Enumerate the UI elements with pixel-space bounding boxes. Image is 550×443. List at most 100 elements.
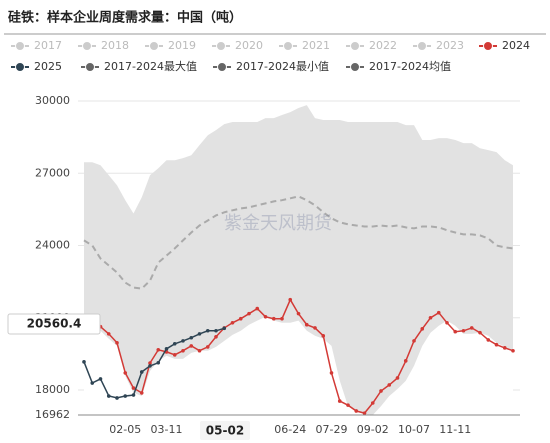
point [478,330,482,335]
point [461,328,466,333]
point [420,327,425,331]
point [156,360,161,365]
point [98,377,103,381]
legend-item[interactable]: 2017-2024最大值 [81,59,197,73]
point [346,403,350,407]
legend-symbol [149,41,159,51]
x-tick-label: 10-07 [398,423,430,436]
point [387,383,392,387]
legend-label: 2017-2024最大值 [104,59,197,73]
chart-title: 硅铁：样本企业周度需求量：中国（吨） [8,10,242,26]
point [379,389,383,393]
point [82,360,86,364]
point [288,297,293,302]
legend-symbol [283,41,293,51]
legend-symbol [350,41,360,51]
point [511,348,515,353]
point [263,314,268,319]
point [139,391,144,395]
legend-item[interactable]: 2021 [279,39,330,52]
legend-item[interactable]: 2018 [78,39,129,52]
point [106,332,111,336]
point [197,348,202,353]
point [205,328,210,333]
x-tick-label: 09-02 [357,423,389,436]
point [139,370,144,374]
legend-symbol [350,62,360,72]
point [181,348,185,353]
point [296,311,301,316]
point [148,364,152,368]
point [205,345,210,349]
area [84,316,513,415]
point [502,346,507,350]
legend-symbol [15,62,25,72]
point [255,306,260,311]
legend-item[interactable]: 2023 [413,39,464,52]
point [197,332,202,336]
legend-symbol [216,41,226,51]
point [123,394,128,398]
point [428,315,433,320]
point [131,393,136,397]
point [123,371,128,375]
legend-symbol [15,41,25,51]
point [164,347,169,351]
point [181,339,185,343]
y-tick-label: 27000 [35,166,70,179]
y-tick-label: 16962 [35,408,70,421]
x-tick-label: 02-05 [109,423,141,436]
point [156,347,161,352]
y-tick-label: 30000 [35,94,70,107]
point [214,328,218,333]
point [222,326,227,331]
legend-label: 2023 [436,39,464,52]
legend-item[interactable]: 2019 [145,39,196,52]
point [321,334,326,338]
point [189,335,194,340]
point [469,326,474,330]
legend-label: 2017 [34,39,62,52]
point [313,326,317,330]
point [247,311,251,316]
point [362,411,367,415]
point [131,386,136,390]
legend-item[interactable]: 2017 [11,39,62,52]
point [230,321,235,325]
point [304,322,309,327]
point [494,342,499,347]
tooltip-box [7,313,101,335]
legend-symbol [82,41,92,51]
legend-item[interactable]: 2022 [346,39,397,52]
x-tick-label: 06-24 [274,423,306,436]
legend-label: 2025 [34,60,62,73]
legend-label: 2020 [235,39,263,52]
point [370,401,375,405]
point [115,340,119,345]
legend-label: 2018 [101,39,129,52]
legend-item[interactable]: 2024 [479,39,530,52]
point [106,394,111,398]
point [238,316,243,321]
tooltip-box [200,421,250,440]
legend-symbol [217,62,227,72]
point [354,409,359,413]
legend-item[interactable]: 2017-2024最小值 [213,60,329,73]
point [395,376,400,380]
point [403,359,408,363]
point [453,329,458,334]
point [172,353,177,357]
x-tick-label: 11-11 [439,423,471,436]
legend-item[interactable]: 2025 [11,60,62,73]
point [148,361,152,365]
legend-item[interactable]: 2020 [212,39,263,52]
y-tick-label: 18000 [35,383,70,396]
point [280,316,284,321]
point [189,344,194,348]
legend-item[interactable]: 2017-2024均值 [346,60,451,73]
pointer-y-label: 20560.4 [27,317,82,331]
point [436,310,441,315]
point [445,321,449,325]
point [329,371,334,375]
y-tick-label: 24000 [35,239,70,252]
